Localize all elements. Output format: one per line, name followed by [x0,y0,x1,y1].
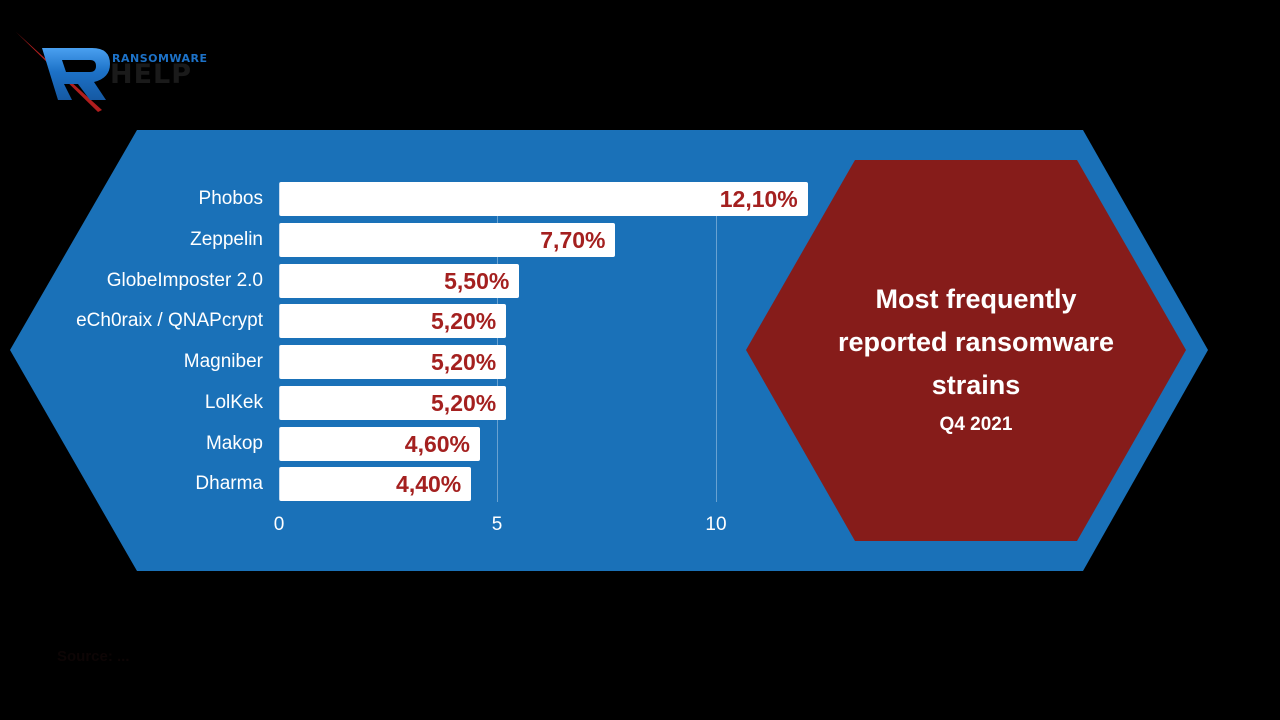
chart-period: Q4 2021 [939,414,1013,435]
x-tick-label: 10 [705,514,727,535]
bar-ech0raix-qnapcrypt: 5,20% [279,304,507,338]
category-label: GlobeImposter 2.0 [106,270,263,291]
bar-zeppelin: 7,70% [279,223,616,257]
category-label: Magniber [183,351,263,372]
x-tick-label: 5 [491,514,503,535]
inner-red-hexagon [746,160,1186,541]
ransomware-help-logo: RANSOMWARE HELP [14,30,224,115]
bar-value-label: 4,60% [404,431,471,457]
source-note: Source: ... [57,648,130,665]
bar-makop: 4,60% [279,427,481,461]
r-logo-icon [16,32,110,112]
bar-dharma: 4,40% [279,467,472,501]
bar-value-label: 7,70% [540,227,606,253]
bar-globeimposter: 5,50% [279,264,520,298]
bar-lolkek: 5,20% [279,386,507,420]
bar-phobos: 12,10% [279,182,808,216]
bar-value-label: 5,20% [431,308,497,334]
bar-value-label: 5,20% [431,390,497,416]
gridline-10 [716,182,717,502]
chart-title-line: strains [931,370,1021,400]
logo-wordmark-main: HELP [110,59,193,90]
bar-value-label: 5,20% [431,349,497,375]
category-label: Zeppelin [190,229,263,250]
category-label: eCh0raix / QNAPcrypt [76,310,263,331]
bar-value-label: 12,10% [719,186,798,212]
bar-magniber: 5,20% [279,345,507,379]
category-label: LolKek [204,392,263,413]
chart-title-line: Most frequently [875,284,1077,314]
category-label: Makop [205,433,263,454]
bar-value-label: 4,40% [396,471,462,497]
chart-title-line: reported ransomware [837,327,1115,357]
category-label: Dharma [195,473,263,494]
chart-title-panel: Most frequently reported ransomware stra… [786,278,1166,437]
x-tick-label: 0 [273,514,285,535]
logo-wordmark-top: RANSOMWARE [112,52,208,65]
category-label: Phobos [198,188,263,209]
bar-value-label: 5,50% [444,268,510,294]
gridline-5 [497,182,498,502]
